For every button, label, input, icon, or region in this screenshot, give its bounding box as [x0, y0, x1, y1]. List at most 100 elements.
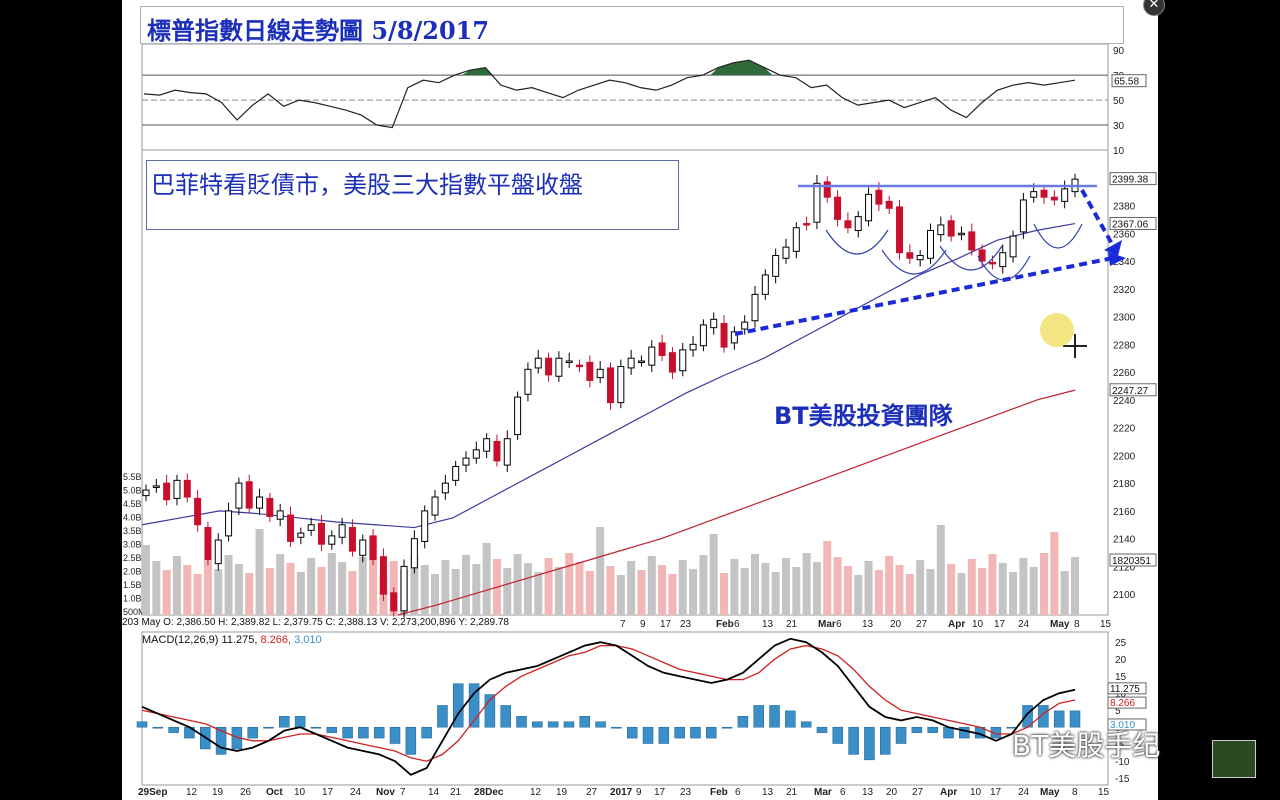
- candle-body: [338, 524, 346, 538]
- volume-bar: [1050, 532, 1059, 615]
- price-tick-label: 2220: [1113, 424, 1136, 435]
- volume-bar: [947, 564, 956, 615]
- volume-bar: [781, 558, 790, 615]
- hist-badge: [1107, 718, 1147, 731]
- candle-body: [514, 396, 522, 436]
- macd-x-tick-label: May: [1040, 787, 1060, 798]
- candle-body: [648, 346, 656, 366]
- candle-body: [844, 220, 852, 229]
- macd-histogram-bar: [247, 726, 258, 739]
- volume-bar: [916, 560, 925, 615]
- ma50-badge: [1109, 216, 1157, 230]
- macd-value: 11.275,: [221, 634, 258, 646]
- macd-histogram-bar: [136, 721, 148, 728]
- watermark-logo-icon: [1212, 740, 1256, 778]
- macd-x-tick-label: 27: [586, 787, 598, 798]
- volume-tick-label: 2.5B: [123, 553, 142, 563]
- macd-histogram-bar: [658, 726, 670, 744]
- macd-x-tick-label: 17: [654, 787, 666, 798]
- volume-bar: [1060, 571, 1069, 615]
- candle-body: [916, 254, 924, 261]
- candle-body: [761, 274, 769, 295]
- ohlc-info-bar: 203 May O: 2,386.50 H: 2,389.82 L: 2,379…: [122, 617, 509, 628]
- macd-histogram-bar: [500, 705, 511, 728]
- macd-histogram-bar: [263, 726, 274, 729]
- volume-bar: [441, 560, 450, 615]
- volume-bar: [523, 563, 532, 615]
- volume-bar: [616, 575, 625, 615]
- candle-body: [565, 360, 573, 363]
- macd-histogram-bar: [864, 726, 875, 761]
- volume-bar: [771, 572, 780, 615]
- macd-histogram-bar: [690, 726, 701, 739]
- candle-body: [720, 323, 728, 348]
- candle-body: [803, 223, 811, 226]
- volume-bar: [936, 525, 945, 615]
- candle-body: [214, 539, 222, 565]
- price-x-tick-label: 17: [994, 619, 1006, 630]
- macd-signal-value: 8.266,: [260, 634, 292, 646]
- price-x-tick-label: 27: [916, 619, 928, 630]
- projection-arrow-line: [1080, 189, 1114, 245]
- support-trend-line: [734, 255, 1119, 336]
- volume-bar: [265, 568, 274, 615]
- volume-bar: [699, 555, 708, 615]
- macd-tick-label: 20: [1115, 655, 1127, 666]
- volume-bar: [709, 534, 718, 615]
- volume-bar: [678, 560, 687, 615]
- macd-histogram-bar: [310, 726, 322, 729]
- macd-histogram-bar: [611, 726, 622, 729]
- macd-tick-label: 15: [1115, 672, 1127, 683]
- volume-tick-label: 3.0B: [123, 540, 142, 550]
- news-note: 巴菲特看貶債市，美股三大指數平盤收盤: [151, 171, 583, 199]
- macd-histogram-bar: [674, 726, 685, 739]
- macd-histogram-bar: [342, 726, 353, 739]
- volume-bar: [461, 555, 470, 615]
- volume-bar: [637, 570, 646, 615]
- macd-histogram-bar: [927, 726, 938, 733]
- candle-body: [875, 189, 883, 205]
- volume-bar: [152, 561, 161, 615]
- macd-histogram-bar: [579, 716, 591, 728]
- price-tick-label: 2300: [1113, 313, 1136, 324]
- rsi-line: [143, 59, 1076, 129]
- cup-pattern-arc: [977, 255, 1031, 281]
- price-tick-label: 2140: [1113, 535, 1136, 546]
- volume-bar: [420, 565, 429, 615]
- volume-bar: [730, 559, 739, 615]
- candle-body: [183, 479, 191, 498]
- volume-bar: [606, 566, 615, 615]
- candle-body: [379, 556, 387, 595]
- candle-body: [431, 496, 439, 516]
- rsi-tick-label: 10: [1113, 146, 1125, 157]
- macd-histogram-bar: [642, 726, 654, 744]
- volume-bar: [833, 557, 842, 615]
- macd-signal-line: [141, 644, 1076, 762]
- candle-body: [452, 465, 460, 481]
- volume-bar: [327, 553, 336, 615]
- price-x-tick-label: 21: [786, 619, 798, 630]
- candle-body: [1040, 189, 1048, 198]
- volume-bar: [451, 569, 460, 615]
- volume-bar: [720, 573, 729, 615]
- volume-bar: [317, 567, 326, 615]
- price-x-tick-label: 20: [890, 619, 902, 630]
- volume-bar: [647, 556, 656, 615]
- projection-arrow-head: [1104, 240, 1122, 256]
- close-button[interactable]: ✕: [1143, 0, 1165, 16]
- macd-x-tick-label: 13: [762, 787, 774, 798]
- hist-badge-value: 3.010: [1110, 720, 1135, 731]
- volume-bar: [1071, 557, 1079, 615]
- candle-body: [679, 349, 687, 372]
- cup-pattern-arc: [881, 249, 947, 275]
- signal-badge: [1107, 696, 1147, 709]
- volume-bar: [885, 556, 894, 615]
- macd-line: [141, 637, 1076, 776]
- price-tick-label: 2280: [1113, 340, 1136, 351]
- price-x-tick-label: 9: [640, 619, 646, 630]
- macd-histogram-bar: [785, 710, 796, 728]
- volume-bar: [926, 569, 935, 615]
- macd-histogram-bar: [816, 726, 828, 733]
- macd-histogram-bar: [990, 726, 1002, 739]
